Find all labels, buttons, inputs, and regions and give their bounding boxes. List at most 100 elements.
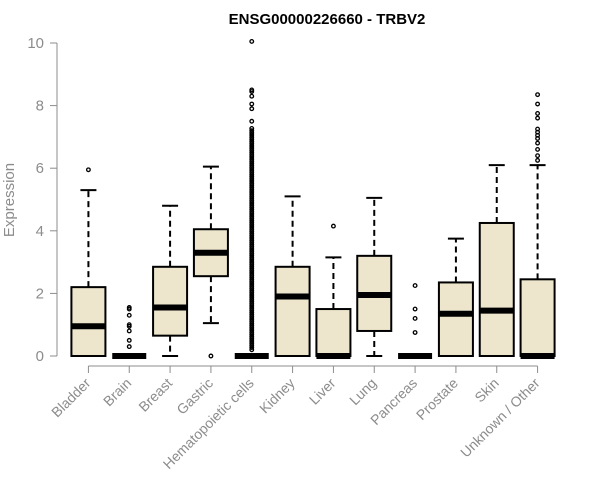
y-axis-label: Expression bbox=[1, 163, 18, 237]
iqr-box bbox=[519, 278, 556, 357]
chart-title: ENSG00000226660 - TRBV2 bbox=[229, 11, 426, 28]
outlier-point bbox=[249, 228, 255, 234]
outlier-point bbox=[535, 101, 541, 107]
outlier-point bbox=[249, 163, 255, 169]
outlier-point bbox=[249, 331, 255, 337]
outlier-point bbox=[249, 323, 255, 329]
outlier-point bbox=[249, 218, 255, 223]
outlier-point bbox=[249, 174, 255, 180]
outlier-point bbox=[535, 110, 541, 116]
outlier-point bbox=[249, 266, 255, 272]
outlier-point bbox=[249, 209, 255, 215]
box-skin bbox=[478, 164, 515, 357]
outlier-point bbox=[249, 294, 255, 300]
outlier-point bbox=[249, 196, 255, 202]
outlier-point bbox=[249, 200, 255, 206]
outlier-point bbox=[249, 118, 255, 124]
plot-area bbox=[70, 38, 556, 359]
outlier-point bbox=[249, 292, 255, 298]
outlier-point bbox=[249, 285, 255, 291]
outlier-point bbox=[249, 224, 255, 230]
outlier-point bbox=[249, 182, 255, 188]
outlier-point bbox=[126, 337, 132, 343]
outlier-point bbox=[249, 130, 255, 136]
outlier-point bbox=[249, 185, 255, 191]
box-lung bbox=[356, 196, 393, 357]
outlier-point bbox=[412, 306, 418, 312]
outlier-point bbox=[249, 143, 255, 149]
outlier-point bbox=[249, 272, 255, 278]
outlier-point bbox=[126, 328, 132, 334]
x-tick-label: Liver bbox=[306, 375, 339, 408]
outlier-point bbox=[249, 310, 255, 315]
outlier-point bbox=[249, 154, 255, 160]
outlier-point bbox=[249, 198, 255, 204]
box-bladder bbox=[70, 167, 107, 358]
outlier-point bbox=[249, 288, 255, 294]
outlier-point bbox=[249, 152, 255, 158]
outlier-point bbox=[249, 255, 255, 261]
outlier-point bbox=[535, 153, 541, 159]
x-tick-label: Skin bbox=[471, 375, 502, 406]
iqr-box bbox=[152, 265, 189, 337]
outlier-point bbox=[249, 314, 255, 320]
outlier-point bbox=[249, 345, 255, 350]
box-hematopoietic-cells bbox=[234, 38, 269, 359]
outlier-point bbox=[249, 268, 255, 274]
box-prostate bbox=[437, 237, 474, 358]
y-tick-label: 0 bbox=[36, 348, 44, 365]
outlier-point bbox=[249, 176, 255, 182]
outlier-point bbox=[249, 312, 255, 318]
outlier-point bbox=[249, 156, 255, 162]
outlier-point bbox=[249, 270, 255, 276]
outlier-point bbox=[249, 180, 255, 186]
outlier-point bbox=[249, 158, 255, 164]
outlier-point bbox=[249, 193, 255, 199]
outlier-point bbox=[249, 139, 255, 145]
outlier-point bbox=[249, 226, 255, 232]
outlier-point bbox=[126, 312, 132, 318]
outlier-point bbox=[249, 342, 255, 348]
outlier-point bbox=[249, 134, 255, 140]
outlier-point bbox=[249, 145, 255, 151]
outlier-point bbox=[535, 157, 541, 163]
outlier-point bbox=[249, 296, 255, 302]
x-tick-label: Bladder bbox=[48, 375, 94, 421]
outlier-point bbox=[249, 207, 255, 212]
outlier-point bbox=[249, 347, 255, 353]
outlier-point bbox=[412, 315, 418, 321]
outlier-point bbox=[249, 303, 255, 309]
outlier-point bbox=[249, 274, 255, 280]
outlier-point bbox=[249, 222, 255, 228]
outlier-point bbox=[85, 167, 91, 173]
outlier-point bbox=[249, 169, 255, 175]
outlier-point bbox=[249, 329, 255, 335]
outlier-point bbox=[249, 202, 255, 208]
y-tick-label: 4 bbox=[36, 223, 44, 240]
outlier-point bbox=[249, 132, 255, 138]
outlier-point bbox=[249, 325, 255, 331]
outlier-point bbox=[249, 147, 255, 153]
x-tick-label: Breast bbox=[135, 375, 175, 415]
x-tick-label: Brain bbox=[100, 375, 134, 409]
outlier-point bbox=[249, 246, 255, 252]
outlier-point bbox=[249, 187, 255, 193]
outlier-point bbox=[249, 283, 255, 289]
outlier-point bbox=[249, 253, 255, 258]
outlier-point bbox=[126, 344, 132, 350]
outlier-point bbox=[249, 250, 255, 256]
outlier-point bbox=[249, 172, 255, 177]
outlier-point bbox=[249, 239, 255, 245]
iqr-box bbox=[70, 286, 107, 358]
outlier-point bbox=[249, 141, 255, 147]
outlier-point bbox=[249, 106, 255, 112]
outlier-point bbox=[249, 93, 255, 99]
box-brain bbox=[112, 305, 147, 359]
outlier-point bbox=[126, 322, 132, 328]
outlier-point bbox=[249, 213, 255, 219]
outlier-point bbox=[249, 299, 255, 304]
box-kidney bbox=[274, 195, 311, 358]
outlier-point bbox=[249, 264, 255, 269]
box-breast bbox=[152, 204, 189, 357]
x-tick-label: Kidney bbox=[256, 375, 298, 417]
